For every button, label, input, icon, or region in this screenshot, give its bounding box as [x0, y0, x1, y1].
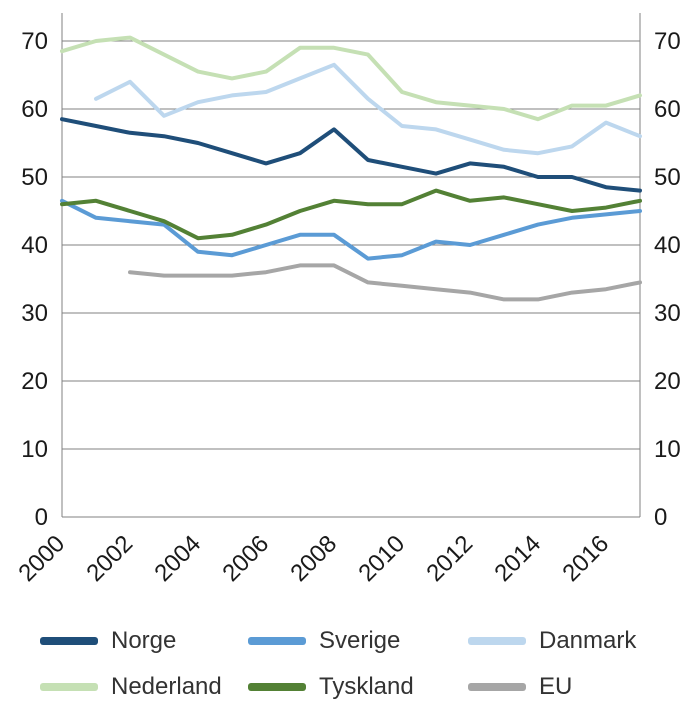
svg-text:2008: 2008 — [285, 530, 342, 587]
svg-text:2004: 2004 — [149, 530, 206, 587]
gridlines — [61, 13, 641, 518]
svg-text:30: 30 — [654, 300, 681, 327]
series-sverige — [60, 198, 642, 261]
svg-text:2012: 2012 — [421, 530, 478, 587]
legend-swatch-norge — [40, 637, 98, 645]
svg-text:40: 40 — [21, 232, 48, 259]
legend-item-norge: Norge — [40, 627, 248, 655]
legend-item-sverige: Sverige — [248, 627, 468, 655]
svg-text:20: 20 — [654, 368, 681, 395]
svg-text:2000: 2000 — [13, 530, 70, 587]
svg-text:10: 10 — [654, 436, 681, 463]
legend-label-nederland: Nederland — [111, 673, 222, 700]
x-axis-labels: 2000 2002 2004 2006 2008 2010 2012 2014 2016 — [13, 530, 614, 587]
svg-text:2006: 2006 — [217, 530, 274, 587]
series-eu — [128, 263, 642, 302]
legend-item-tyskland: Tyskland — [248, 673, 468, 701]
y-axis-labels-right: 0 10 20 30 40 50 60 70 — [654, 28, 681, 531]
svg-text:50: 50 — [654, 164, 681, 191]
legend-swatch-eu — [468, 683, 526, 691]
svg-text:10: 10 — [21, 436, 48, 463]
legend-label-tyskland: Tyskland — [319, 673, 414, 700]
svg-text:40: 40 — [654, 232, 681, 259]
y-axis-labels-left: 0 10 20 30 40 50 60 70 — [21, 28, 48, 531]
svg-text:60: 60 — [21, 96, 48, 123]
svg-text:2016: 2016 — [557, 530, 614, 587]
svg-text:0: 0 — [654, 504, 667, 531]
legend-label-danmark: Danmark — [539, 627, 637, 654]
svg-text:60: 60 — [654, 96, 681, 123]
svg-text:2014: 2014 — [489, 530, 546, 587]
legend-item-danmark: Danmark — [468, 627, 700, 655]
legend-item-eu: EU — [468, 673, 700, 701]
series-nederland — [60, 35, 642, 122]
svg-text:50: 50 — [21, 164, 48, 191]
svg-text:70: 70 — [654, 28, 681, 55]
svg-text:20: 20 — [21, 368, 48, 395]
series-norge — [60, 117, 642, 193]
legend-label-sverige: Sverige — [319, 627, 401, 654]
legend-label-eu: EU — [539, 673, 573, 700]
svg-text:0: 0 — [35, 504, 48, 531]
legend-item-nederland: Nederland — [40, 673, 248, 701]
legend-label-norge: Norge — [111, 627, 177, 654]
chart-legend: Norge Sverige Danmark Nederland Tyskland… — [0, 605, 700, 701]
svg-text:70: 70 — [21, 28, 48, 55]
legend-swatch-tyskland — [248, 683, 306, 691]
svg-text:30: 30 — [21, 300, 48, 327]
legend-swatch-sverige — [248, 637, 306, 645]
svg-text:2010: 2010 — [353, 530, 410, 587]
svg-text:2002: 2002 — [81, 530, 138, 587]
legend-swatch-danmark — [468, 637, 526, 645]
series-danmark — [94, 62, 642, 156]
series-tyskland — [60, 188, 642, 241]
legend-swatch-nederland — [40, 683, 98, 691]
